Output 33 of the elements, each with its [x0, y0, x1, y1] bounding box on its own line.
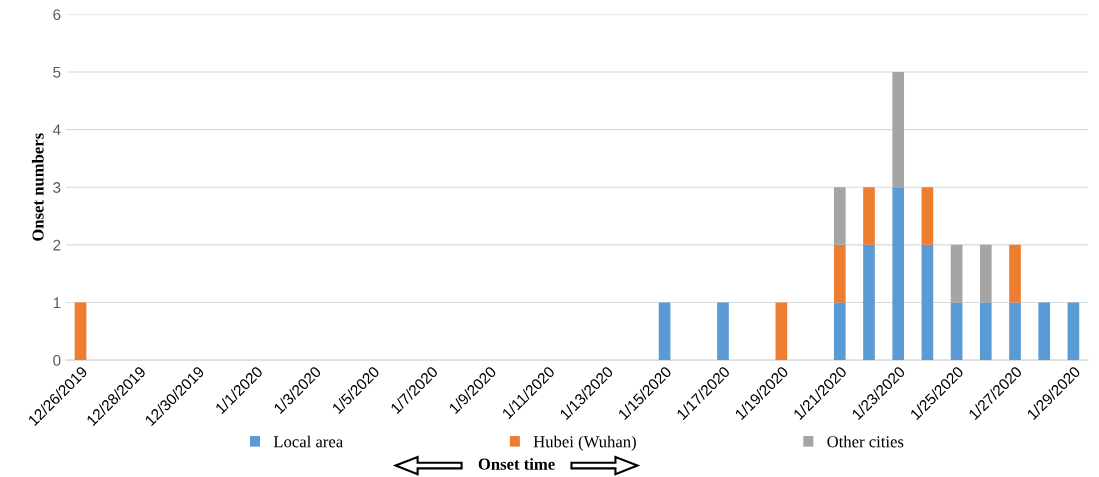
x-axis-title: Onset time: [478, 458, 555, 470]
bar: [979, 244, 992, 303]
bar: [1038, 302, 1051, 361]
y-tick-label: 1: [53, 297, 61, 309]
bar: [892, 71, 905, 188]
y-tick-label: 3: [53, 182, 61, 193]
bar: [950, 302, 963, 361]
legend-label: Other cities: [827, 435, 904, 448]
bar: [1067, 302, 1080, 361]
bar: [863, 244, 875, 361]
y-tick-label: 6: [53, 9, 61, 20]
bar: [892, 187, 905, 361]
y-tick-label: 5: [53, 66, 61, 78]
bar: [833, 302, 846, 361]
bar: [833, 244, 846, 303]
y-tick-label: 0: [53, 355, 61, 366]
y-axis-title: Onset numbers: [31, 133, 44, 241]
bar: [1009, 244, 1021, 303]
bar: [717, 302, 729, 361]
bar: [921, 244, 934, 361]
y-tick-label: 4: [52, 124, 61, 136]
bar: [979, 302, 992, 361]
bar: [921, 187, 934, 245]
bar: [775, 302, 788, 361]
bar: [658, 302, 671, 361]
y-tick-label: 2: [53, 239, 61, 251]
bar: [74, 302, 87, 361]
bar: [833, 187, 846, 245]
bar: [863, 187, 875, 245]
legend-label: Local area: [273, 435, 343, 448]
legend-label: Hubei (Wuhan): [533, 435, 636, 451]
bar: [1009, 302, 1021, 361]
bar: [950, 244, 963, 303]
